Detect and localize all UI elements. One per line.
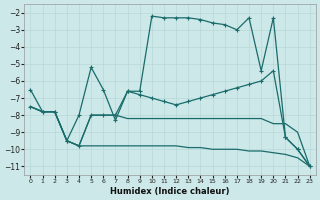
X-axis label: Humidex (Indice chaleur): Humidex (Indice chaleur) — [110, 187, 230, 196]
